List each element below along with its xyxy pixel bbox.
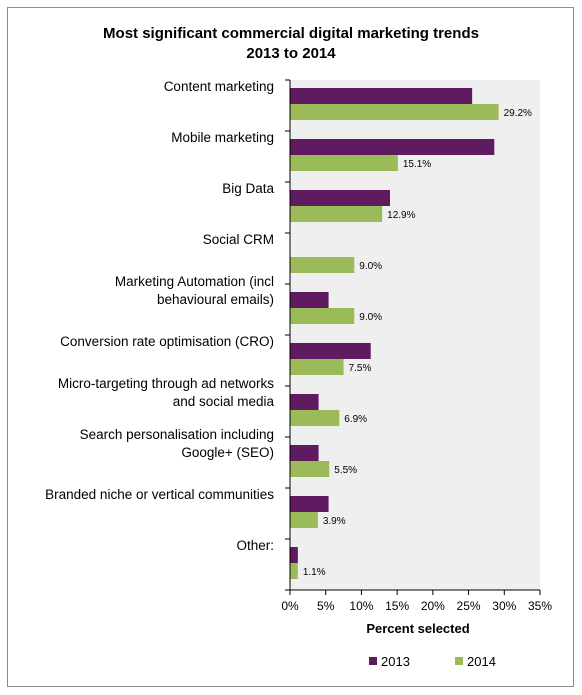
- legend-label: 2013: [381, 654, 410, 669]
- bar-2013: [290, 394, 319, 410]
- bar-2013: [290, 343, 371, 359]
- bar-2013: [290, 190, 390, 206]
- bar-2014: [290, 563, 298, 579]
- category-label: Conversion rate optimisation (CRO): [60, 334, 274, 349]
- category-label: Google+ (SEO): [181, 445, 274, 460]
- bar-2014: [290, 512, 318, 528]
- chart-title-line: 2013 to 2014: [246, 45, 336, 62]
- legend-swatch-2014: [455, 657, 463, 665]
- x-axis-title: Percent selected: [366, 621, 469, 636]
- category-label: behavioural emails): [157, 292, 274, 307]
- legend-swatch-2013: [369, 657, 377, 665]
- category-label: Marketing Automation (incl: [115, 274, 274, 289]
- bar-2014: [290, 104, 499, 120]
- category-label: Social CRM: [203, 232, 274, 247]
- category-label: Mobile marketing: [171, 130, 274, 145]
- bar-2014: [290, 257, 355, 273]
- bar-2014: [290, 155, 398, 171]
- x-tick-label: 35%: [528, 599, 552, 613]
- x-tick-label: 20%: [421, 599, 445, 613]
- category-label: Search personalisation including: [80, 427, 274, 442]
- category-label: Branded niche or vertical communities: [45, 487, 274, 502]
- data-label: 7.5%: [349, 363, 372, 374]
- x-tick-label: 15%: [385, 599, 409, 613]
- data-label: 12.9%: [387, 210, 415, 221]
- bar-2013: [290, 445, 319, 461]
- bar-2014: [290, 410, 340, 426]
- data-label: 6.9%: [344, 414, 367, 425]
- category-label: Other:: [236, 538, 274, 553]
- category-label: Big Data: [222, 181, 274, 196]
- bar-2013: [290, 292, 329, 308]
- bar-2014: [290, 461, 330, 477]
- category-label: and social media: [173, 394, 275, 409]
- x-tick-label: 0%: [281, 599, 299, 613]
- category-label: Content marketing: [164, 79, 274, 94]
- x-tick-label: 10%: [349, 599, 373, 613]
- data-label: 9.0%: [359, 261, 382, 272]
- data-label: 3.9%: [323, 516, 346, 527]
- chart-title-line: Most significant commercial digital mark…: [103, 25, 479, 42]
- bar-2014: [290, 308, 355, 324]
- x-tick-label: 25%: [457, 599, 481, 613]
- data-label: 29.2%: [504, 108, 532, 119]
- category-label: Micro-targeting through ad networks: [58, 376, 274, 391]
- x-tick-label: 30%: [492, 599, 516, 613]
- legend-label: 2014: [467, 654, 496, 669]
- bar-2014: [290, 359, 344, 375]
- x-tick-label: 5%: [317, 599, 335, 613]
- data-label: 1.1%: [303, 567, 326, 578]
- bar-2013: [290, 496, 329, 512]
- data-label: 15.1%: [403, 159, 431, 170]
- bar-2013: [290, 139, 495, 155]
- bar-2013: [290, 88, 473, 104]
- data-label: 5.5%: [334, 465, 357, 476]
- data-label: 9.0%: [359, 312, 382, 323]
- bar-2013: [290, 547, 298, 563]
- bar-2014: [290, 206, 383, 222]
